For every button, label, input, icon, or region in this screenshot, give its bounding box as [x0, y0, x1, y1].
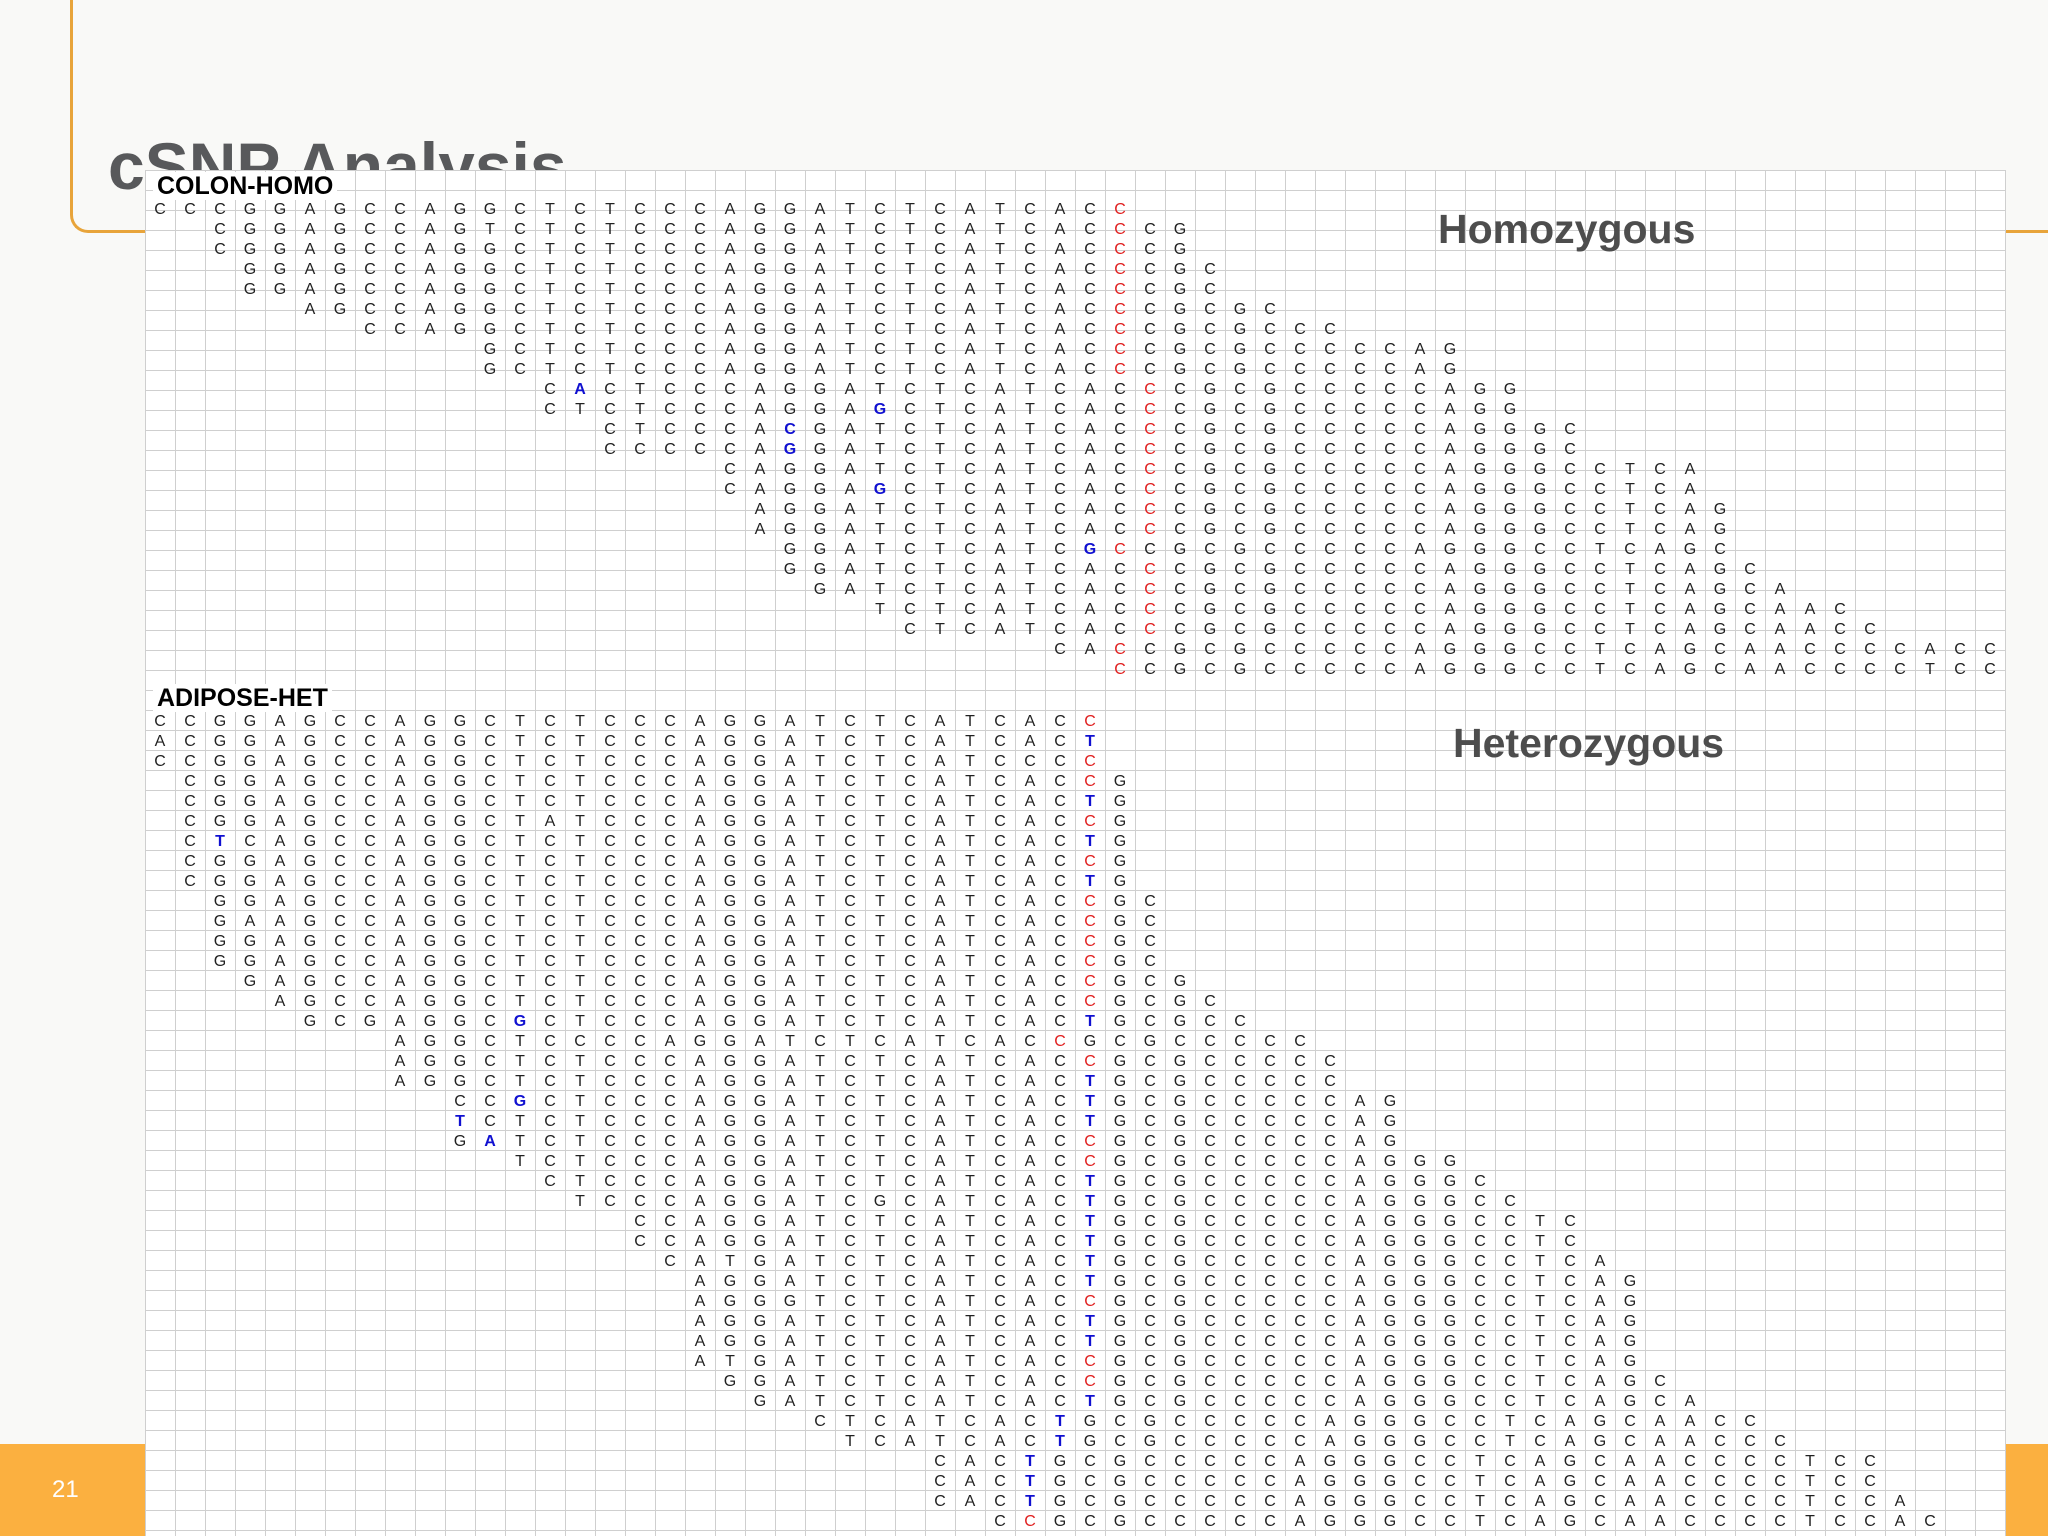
homozygous-annotation: Homozygous	[1438, 206, 1696, 252]
heterozygous-annotation: Heterozygous	[1453, 720, 1725, 766]
colon-homo-label: COLON-HOMO	[153, 172, 338, 200]
adipose-het-label: ADIPOSE-HET	[153, 684, 332, 712]
page-number: 21	[52, 1476, 79, 1503]
